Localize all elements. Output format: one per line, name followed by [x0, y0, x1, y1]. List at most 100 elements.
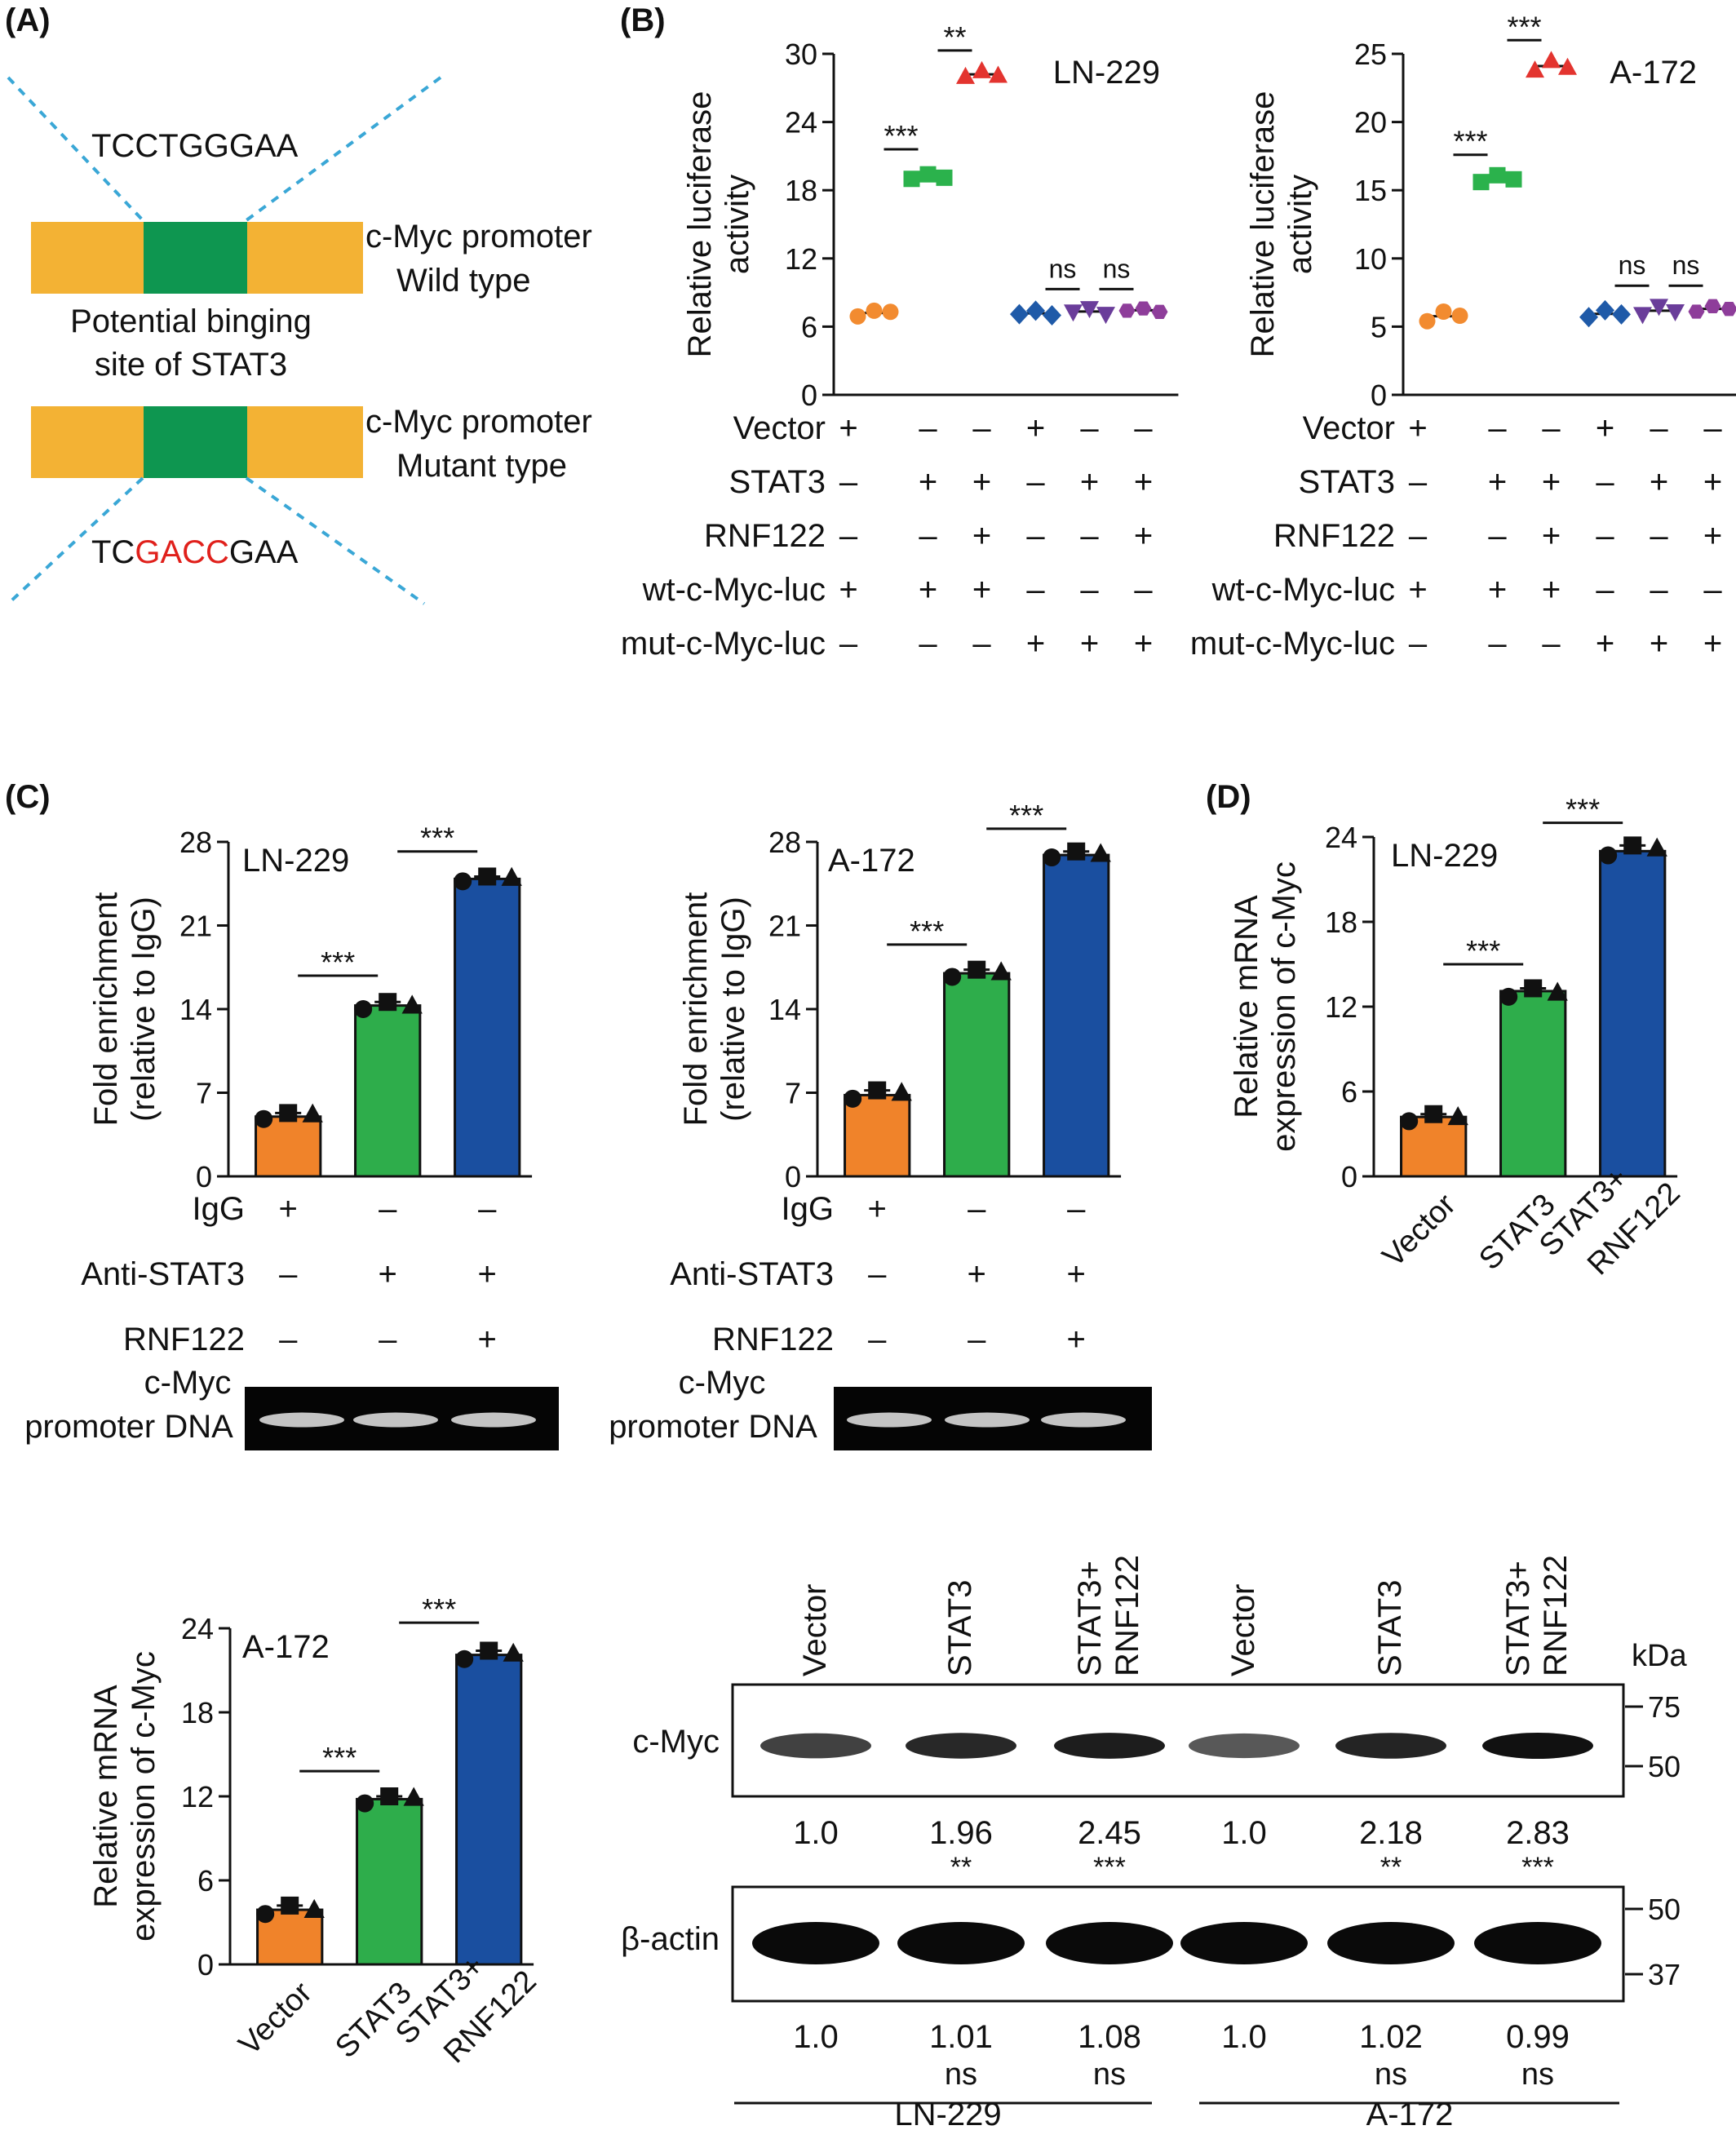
bar	[356, 1797, 423, 1966]
significance-label: ***	[910, 914, 944, 948]
wt-binding-site	[144, 222, 247, 294]
condition-symbol: +	[1080, 626, 1099, 662]
lane-label-text: STAT3+	[1500, 1561, 1536, 1676]
data-point	[1599, 846, 1618, 865]
cmyc-ratio: 2.18	[1359, 1815, 1423, 1851]
mut-binding-site	[144, 406, 247, 478]
lane-label-text: STAT3	[942, 1579, 978, 1676]
condition-symbol: +	[1408, 572, 1427, 608]
actin-ratio: 0.99	[1506, 2019, 1570, 2055]
bar	[1499, 990, 1567, 1178]
y-tick-label: 6	[801, 310, 817, 343]
condition-label: Anti-STAT3	[81, 1256, 245, 1292]
condition-symbol: –	[968, 1191, 986, 1227]
condition-symbol: –	[1703, 410, 1722, 446]
data-point	[1067, 842, 1086, 861]
actin-marker-label: 37	[1648, 1958, 1681, 1991]
condition-table-c-a172: IgG + – –Anti-STAT3– + +RNF122– – +	[670, 1191, 1086, 1357]
cmyc-band	[1189, 1733, 1300, 1759]
condition-symbol: +	[1703, 626, 1722, 662]
condition-symbol: –	[919, 410, 937, 446]
condition-table-b-a172: Vector + – – + – –STAT3– + + – + +RNF122– – + – – +wt-c-…	[1190, 410, 1722, 662]
wt-sequence: TCCTGGGAA	[91, 128, 299, 164]
chart-d-ln229: 0 6 12 18 24 *** *** LN-229 Relative mRNA express…	[1229, 793, 1687, 1282]
data-point	[1579, 307, 1598, 328]
data-point	[990, 961, 1012, 981]
cmyc-ratio: 1.0	[793, 1815, 839, 1851]
mut-seq-suffix: GAA	[229, 534, 299, 570]
condition-symbol: +	[478, 1256, 497, 1292]
y-axis-label: Relative mRNA expression of c-Myc	[88, 1651, 162, 1942]
condition-symbol: +	[1650, 626, 1668, 662]
chart-d-a172: 0 6 12 18 24 *** *** A-172 Relative mRNA expressi…	[88, 1592, 543, 2070]
condition-symbol: +	[1134, 464, 1153, 500]
condition-label: IgG	[782, 1191, 834, 1227]
y-tick-label: 24	[181, 1612, 214, 1645]
panel-c-label: (C)	[5, 779, 51, 815]
actin-significance: ns	[945, 2057, 977, 2092]
condition-label: Anti-STAT3	[670, 1256, 834, 1292]
lane-label: STAT3+	[1500, 1561, 1536, 1676]
chart-c-a172: 0 7 14 21 28 *** *** A-172 Fold enrichment (relat…	[678, 799, 1122, 1193]
chart-b-a172: 0 5 10 15 20 25 *** *** ns ns A-172 Relative lucife…	[1245, 10, 1736, 412]
wt-flank-left	[31, 222, 144, 294]
y-tick-label: 30	[785, 38, 817, 71]
lane-label-text: RNF122	[1538, 1555, 1574, 1676]
data-point	[354, 1000, 373, 1018]
condition-symbol: +	[1488, 464, 1507, 500]
dash-line-bottom-right	[245, 476, 426, 605]
data-point	[379, 993, 397, 1012]
y-axis-label-line2: (relative to IgG)	[715, 897, 751, 1122]
condition-symbol: +	[1542, 464, 1561, 500]
condition-symbol: –	[1596, 572, 1614, 608]
y-tick-label: 12	[181, 1780, 214, 1813]
y-tick-label: 6	[1341, 1075, 1357, 1109]
cmyc-blot-frame	[731, 1683, 1625, 1798]
actin-ratio: 1.0	[793, 2019, 839, 2055]
data-point	[255, 1109, 273, 1128]
data-point	[1524, 979, 1543, 998]
y-tick-label: 0	[1371, 379, 1387, 412]
y-axis-label-line2: activity	[720, 175, 755, 274]
data-point	[844, 1089, 862, 1108]
data-point	[989, 65, 1008, 83]
x-tick-label-line: Vector	[1376, 1187, 1463, 1273]
data-point	[1118, 303, 1136, 318]
lane-label: STAT3+	[1072, 1561, 1108, 1676]
condition-symbol: +	[1703, 464, 1722, 500]
gel-image-a172	[834, 1387, 1152, 1450]
chart-title: A-172	[1610, 55, 1697, 91]
significance-label: ***	[420, 821, 454, 855]
condition-symbol: +	[839, 572, 857, 608]
condition-symbol: –	[972, 626, 991, 662]
mut-seq-prefix: TC	[91, 534, 135, 570]
data-point	[968, 960, 986, 979]
y-tick-label: 21	[179, 910, 212, 943]
data-point	[454, 872, 472, 891]
data-point	[1542, 51, 1561, 69]
condition-symbol: +	[968, 1256, 986, 1292]
data-point	[1090, 843, 1111, 862]
y-tick-label: 10	[1354, 242, 1387, 276]
condition-symbol: –	[1067, 1191, 1086, 1227]
data-point	[1499, 987, 1518, 1006]
condition-symbol: –	[972, 410, 991, 446]
lane-label: STAT3	[942, 1579, 978, 1676]
y-tick-label: 18	[1325, 906, 1357, 939]
data-point	[478, 867, 497, 886]
y-tick-label: 0	[1341, 1160, 1357, 1193]
lane-label-text: STAT3	[1372, 1579, 1408, 1676]
condition-label: RNF122	[712, 1322, 834, 1357]
condition-symbol: –	[1026, 464, 1045, 500]
condition-symbol: –	[1026, 518, 1045, 554]
data-point	[1400, 1112, 1419, 1131]
data-point	[1472, 174, 1490, 191]
condition-symbol: +	[279, 1191, 298, 1227]
condition-label: mut-c-Myc-luc	[621, 626, 826, 662]
cmyc-band	[760, 1733, 871, 1759]
condition-label: Vector	[733, 410, 826, 446]
data-point	[866, 302, 883, 319]
chart-title: A-172	[242, 1629, 330, 1665]
dash-line-top-left	[7, 76, 144, 222]
